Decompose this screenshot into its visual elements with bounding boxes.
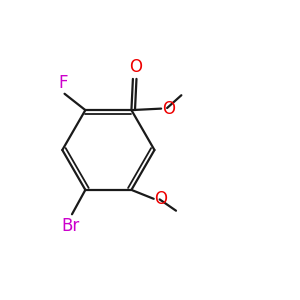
- Text: O: O: [154, 190, 168, 208]
- Text: O: O: [162, 100, 175, 118]
- Text: F: F: [58, 74, 68, 92]
- Text: Br: Br: [61, 217, 80, 235]
- Text: O: O: [129, 58, 142, 76]
